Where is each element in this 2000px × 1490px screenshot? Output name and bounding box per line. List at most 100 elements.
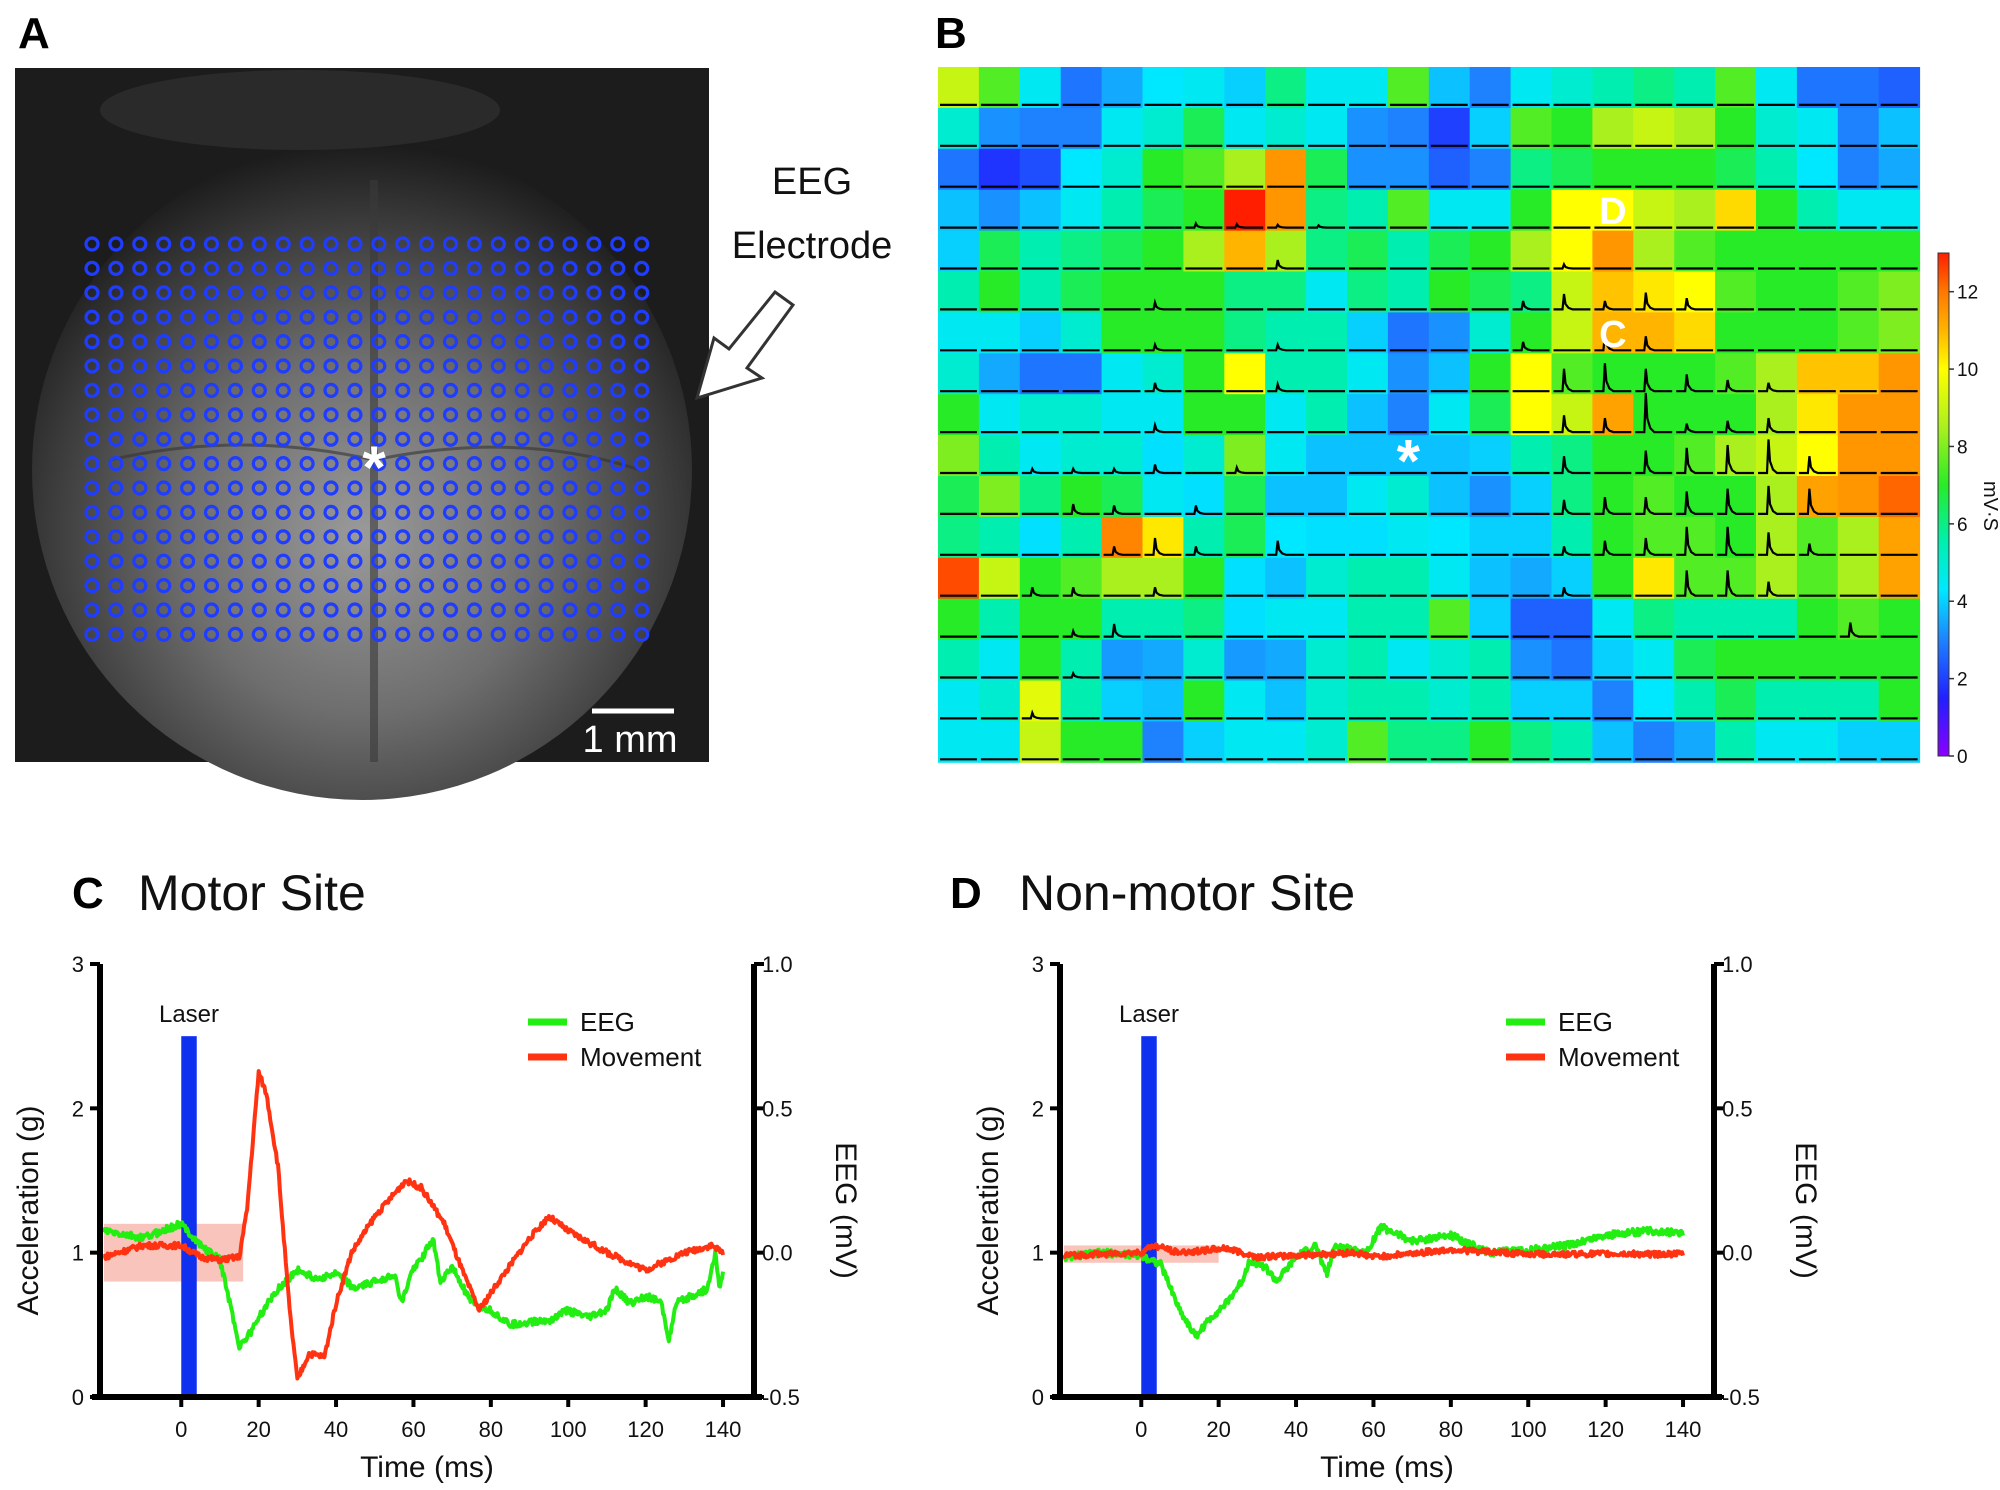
heatmap-cell [1551,230,1593,272]
y2-tick-label: -0.5 [1722,1385,1760,1410]
heatmap-cell [1306,353,1348,395]
heatmap-cell [1428,476,1471,518]
electrode-dot [610,260,626,276]
heatmap-cell [1837,394,1880,436]
heatmap-cell [1428,271,1471,313]
electrode-dot [347,236,363,252]
heatmap-cell [1633,353,1675,395]
heatmap-cell [938,476,980,518]
heatmap-cell [1224,394,1266,436]
heatmap-cell [1756,598,1798,641]
electrode-dot [251,553,267,569]
heatmap-cell [1756,67,1798,109]
heatmap-cell [1837,721,1880,763]
electrode-dot [610,553,626,569]
heatmap-cell [1101,353,1143,395]
heatmap-cell [1715,721,1757,763]
heatmap-cell [1796,435,1839,477]
heatmap-cell [1715,271,1757,313]
eeg-trace [1635,368,1673,393]
heatmap-cell [1265,516,1307,559]
electrode-dot [371,529,387,545]
heatmap-cell [1592,435,1634,477]
electrode-dot [371,504,387,521]
eeg-trace [1635,336,1673,352]
electrode-dot [586,480,602,496]
electrode-dot [323,334,339,350]
heatmap-cell [1878,312,1921,354]
electrode-dot [514,285,530,301]
heatmap-cell [1715,557,1757,600]
electrode-dot [490,480,506,496]
electrode-dot [156,285,172,301]
eeg-trace [1676,423,1714,434]
electrode-dot [610,358,626,374]
electrode-dot [562,504,578,521]
electrode-dot [514,456,530,472]
heatmap-cell [1551,107,1593,150]
heatmap-cell [1715,435,1757,477]
electrode-dot [538,309,554,325]
heatmap-cell [1183,680,1225,722]
heatmap-cell [1347,67,1389,109]
electrode-grid [84,236,650,643]
heatmap-cell [1633,67,1675,109]
heatmap-cell [1878,639,1921,681]
eeg-trace [1553,261,1591,270]
electrode-dot [227,260,243,276]
x-axis-label: Time (ms) [360,1451,494,1484]
electrode-dot [347,431,363,447]
heatmap-cell [1633,271,1675,313]
heatmap-cell [1878,680,1921,722]
heatmap-cell [1306,148,1348,191]
x-tick-label: 40 [324,1417,348,1442]
electrode-dot [490,529,506,545]
electrode-dot [586,407,602,423]
heatmap-cell [1633,107,1675,150]
electrode-dot [203,626,220,643]
electrode-dot [514,480,530,496]
electrode-dot [323,285,339,301]
eeg-trace [1512,300,1550,311]
eeg-trace [1144,298,1182,311]
electrode-dot [156,407,172,423]
electrode-dot [562,334,578,350]
heatmap-cell [1469,598,1512,641]
electrode-dot [251,602,267,618]
heatmap-cell [1265,394,1307,436]
electrode-dot [562,529,578,545]
electrode-dot [203,577,220,594]
heatmap-cell [1224,230,1266,272]
electrode-dot [84,260,100,276]
electrode-dot [203,431,220,447]
eeg-trace [1717,420,1754,434]
electrode-dot [395,431,411,447]
electrode-dot [275,480,291,496]
heatmap-cell [1674,189,1716,232]
heatmap-cell [1183,271,1225,313]
electrode-dot [108,358,124,374]
electrode-dot [634,236,650,252]
heatmap-cell [1387,680,1430,722]
heatmap-cell [1428,312,1471,354]
electrode-dot [180,602,196,618]
electrode-dot [490,358,506,374]
heatmap-cell [1265,271,1307,313]
heatmap-cell [1265,721,1307,763]
electrode-dot [562,626,578,643]
heatmap-cell [1019,639,1062,681]
electrode-dot [251,358,267,374]
colorbar-tick-label: 12 [1957,283,1978,304]
eeg-trace [1676,526,1714,556]
heatmap-cell [1469,312,1512,354]
electrode-dot [562,285,578,301]
electrode-dot [419,334,435,350]
electrode-dot [132,285,148,301]
heatmap-cell [1428,394,1471,436]
heatmap-cell [1837,557,1880,600]
electrode-dot [538,456,554,472]
colorbar-tick-label: 0 [1957,747,1968,768]
y-tick-label: 2 [72,1096,84,1121]
heatmap-cell [1592,271,1634,313]
heatmap-cell [1837,107,1880,150]
